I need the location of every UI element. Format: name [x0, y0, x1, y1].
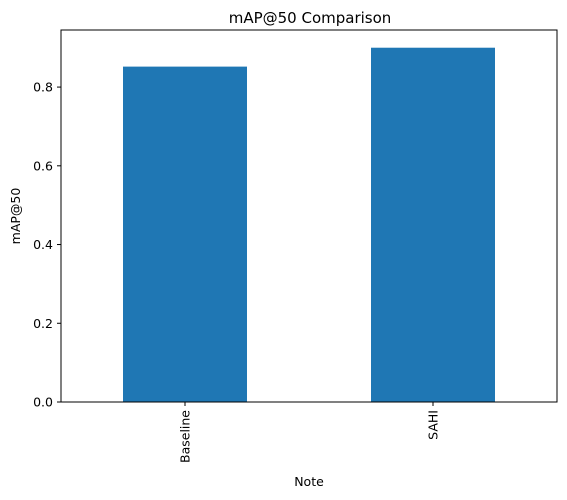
x-tick-label-sahi: SAHI: [426, 410, 441, 440]
bar-sahi: [371, 47, 495, 403]
plot-area-frame: [60, 29, 558, 403]
bar-baseline: [123, 66, 247, 403]
y-tick-label: 0.8: [33, 80, 53, 95]
x-axis-label: Note: [294, 474, 324, 489]
y-tick-label: 0.4: [33, 237, 53, 252]
x-axis: Baseline SAHI: [178, 402, 441, 463]
y-axis: 0.0 0.2 0.4 0.6 0.8: [33, 80, 61, 410]
y-tick-label: 0.6: [33, 158, 53, 173]
chart-title: mAP@50 Comparison: [229, 9, 392, 27]
y-tick-label: 0.0: [33, 395, 53, 410]
bars-layer: [123, 47, 495, 403]
y-axis-label: mAP@50: [8, 188, 23, 245]
y-tick-label: 0.2: [33, 316, 53, 331]
x-tick-label-baseline: Baseline: [178, 410, 193, 463]
